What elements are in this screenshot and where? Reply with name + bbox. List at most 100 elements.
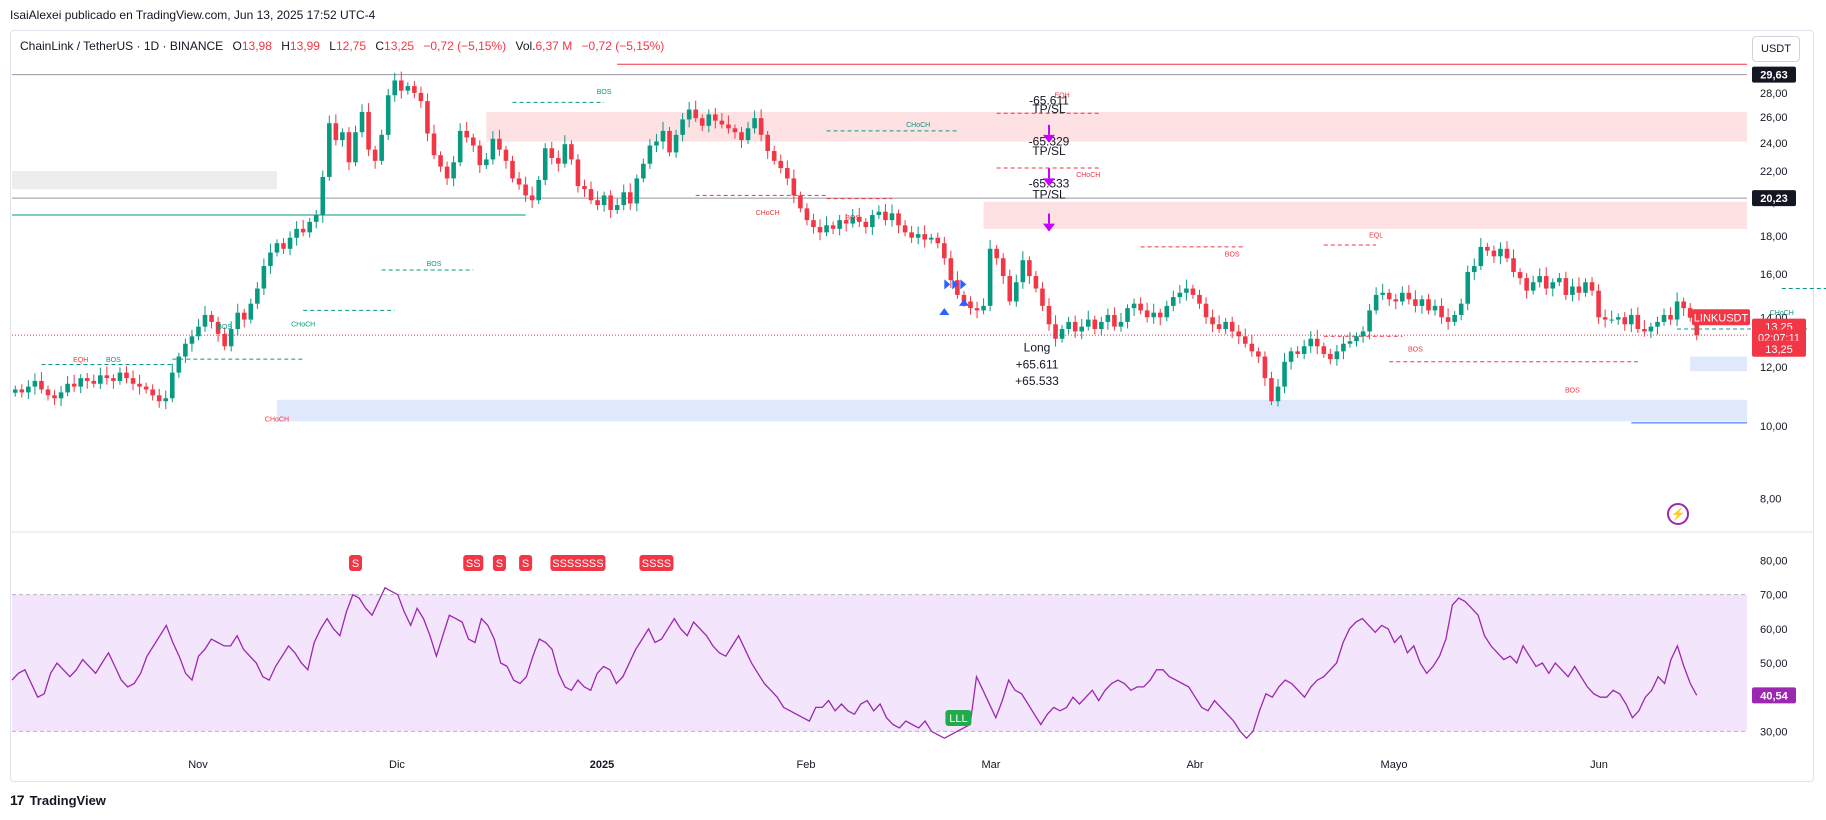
candle bbox=[313, 215, 319, 222]
candle bbox=[758, 118, 764, 135]
candle bbox=[183, 343, 188, 357]
candle bbox=[490, 138, 496, 160]
candle bbox=[523, 184, 528, 196]
candle bbox=[562, 144, 568, 164]
price-axis-label: 24,00 bbox=[1760, 138, 1788, 150]
candle bbox=[935, 237, 941, 244]
rsi-value-tag-label: 40,54 bbox=[1760, 690, 1788, 702]
candle bbox=[1517, 272, 1523, 279]
candle bbox=[955, 280, 960, 295]
candle bbox=[464, 130, 470, 138]
candle bbox=[1295, 351, 1300, 354]
candle bbox=[1615, 317, 1621, 320]
candle bbox=[1668, 314, 1673, 320]
candle bbox=[1458, 303, 1464, 315]
sell-signal-label: S bbox=[522, 558, 529, 570]
candle bbox=[1661, 314, 1667, 322]
sell-signal-badge bbox=[639, 555, 674, 571]
candle bbox=[699, 118, 705, 126]
candle bbox=[811, 220, 816, 228]
candle bbox=[1301, 346, 1307, 354]
candle bbox=[1602, 317, 1608, 320]
rsi-line bbox=[11, 586, 1698, 740]
candle bbox=[1171, 297, 1176, 306]
candle bbox=[300, 228, 306, 233]
candle bbox=[170, 372, 175, 399]
candle bbox=[1262, 356, 1268, 379]
sell-signal-badge bbox=[348, 555, 362, 571]
candle bbox=[405, 86, 411, 91]
arrow-up-icon bbox=[958, 298, 969, 306]
candle bbox=[1635, 314, 1641, 330]
candle bbox=[1655, 321, 1660, 327]
candle bbox=[948, 258, 954, 281]
price-axis-label: 22,00 bbox=[1760, 166, 1788, 178]
candle bbox=[438, 155, 443, 167]
candle bbox=[719, 120, 725, 125]
candle bbox=[451, 162, 456, 179]
close-value: 13,25 bbox=[384, 39, 415, 53]
candle bbox=[268, 252, 273, 267]
candle bbox=[778, 160, 784, 169]
time-axis-label: Nov bbox=[188, 759, 208, 771]
candle bbox=[340, 132, 345, 141]
long-signal-label: LLL bbox=[949, 713, 967, 725]
candle bbox=[1085, 319, 1091, 327]
candle bbox=[156, 395, 162, 402]
candle bbox=[19, 389, 25, 393]
candle bbox=[1681, 301, 1686, 309]
candle bbox=[45, 389, 51, 396]
candle bbox=[26, 386, 31, 393]
candle bbox=[320, 176, 326, 216]
candle bbox=[680, 119, 685, 135]
arrow-right-icon bbox=[952, 279, 959, 290]
candle bbox=[1079, 326, 1085, 332]
arrow-up-icon bbox=[939, 307, 950, 315]
volume-change: −0,72 (−5,15%) bbox=[581, 39, 665, 53]
candle bbox=[209, 314, 214, 322]
price-tag-label: 13,25 bbox=[1765, 344, 1793, 356]
candle bbox=[739, 132, 744, 141]
neutral-zone bbox=[12, 170, 277, 190]
demand-zone bbox=[1690, 356, 1747, 372]
price-tag bbox=[1752, 340, 1806, 357]
candle bbox=[1269, 378, 1274, 402]
currency-button[interactable]: USDT bbox=[1752, 36, 1800, 62]
candle bbox=[1687, 308, 1693, 318]
candle bbox=[817, 227, 823, 233]
lightning-icon[interactable]: ⚡ bbox=[1667, 503, 1689, 525]
candle bbox=[1511, 258, 1516, 273]
candle bbox=[961, 294, 967, 302]
time-axis-label: Mayo bbox=[1381, 759, 1408, 771]
candle bbox=[647, 145, 653, 164]
open-label: O bbox=[232, 39, 242, 53]
candle bbox=[889, 213, 895, 221]
candle bbox=[1007, 276, 1013, 302]
structure-label: EQH bbox=[1055, 93, 1070, 100]
candle bbox=[1498, 248, 1503, 257]
trade-label: +65.533 bbox=[1015, 374, 1059, 388]
symbol-legend: ChainLink / TetherUS · 1D · BINANCE O 13,… bbox=[20, 39, 664, 53]
structure-label: BOS bbox=[597, 89, 612, 96]
candle bbox=[111, 378, 116, 381]
candle bbox=[65, 383, 70, 393]
candle bbox=[922, 234, 927, 240]
symbol-name[interactable]: ChainLink / TetherUS · 1D · BINANCE bbox=[20, 39, 224, 53]
candle bbox=[372, 149, 378, 161]
tradingview-brand: TradingView bbox=[29, 792, 106, 808]
candle bbox=[1341, 343, 1346, 352]
price-axis-label: 18,00 bbox=[1760, 231, 1788, 243]
candle bbox=[588, 189, 594, 201]
arrow-down-icon bbox=[1043, 134, 1056, 143]
time-axis-label: Abr bbox=[1186, 759, 1203, 771]
candle bbox=[1380, 292, 1385, 295]
candle bbox=[1400, 292, 1405, 302]
price-axis-label: 16,00 bbox=[1760, 269, 1788, 281]
candle bbox=[1485, 246, 1490, 251]
candle bbox=[987, 248, 993, 306]
candle bbox=[1046, 305, 1052, 325]
candle bbox=[176, 356, 182, 373]
candle bbox=[470, 137, 476, 146]
time-axis-label: Mar bbox=[982, 759, 1001, 771]
